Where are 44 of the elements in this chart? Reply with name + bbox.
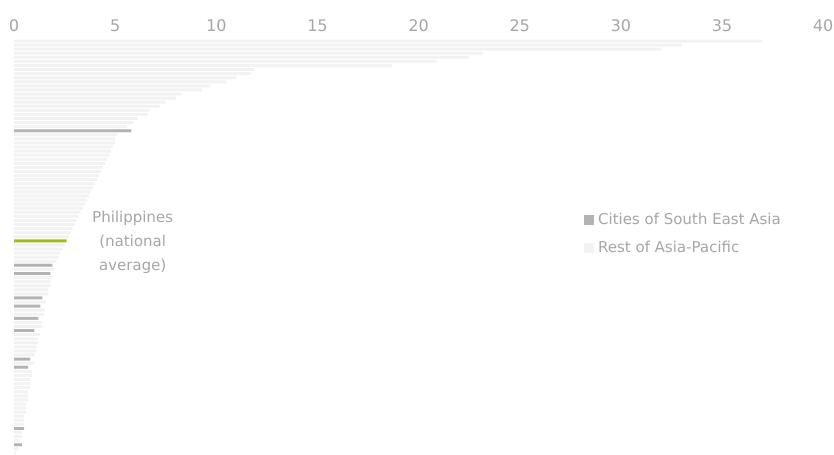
bar bbox=[14, 439, 20, 442]
x-tick-label: 15 bbox=[307, 16, 328, 35]
x-tick-label: 30 bbox=[610, 16, 631, 35]
bar bbox=[14, 443, 22, 446]
x-tick-label: 35 bbox=[712, 16, 732, 35]
bar bbox=[14, 268, 54, 271]
bar bbox=[14, 447, 18, 450]
x-tick-label: 5 bbox=[110, 16, 120, 35]
x-tick-label: 0 bbox=[8, 16, 20, 35]
legend-label: Rest of Asia-Pacific bbox=[598, 238, 740, 256]
bar bbox=[14, 296, 42, 300]
bar bbox=[14, 324, 42, 328]
bar bbox=[14, 276, 52, 280]
bar bbox=[14, 300, 46, 304]
bar bbox=[14, 426, 24, 430]
x-tick-label: 10 bbox=[206, 16, 226, 35]
bar bbox=[14, 422, 24, 426]
bar bbox=[14, 129, 132, 132]
bar bbox=[14, 370, 32, 373]
bar bbox=[14, 272, 50, 275]
x-tick-label: 20 bbox=[408, 16, 429, 35]
x-tick-label: 40 bbox=[812, 16, 834, 35]
bar bbox=[14, 304, 40, 308]
bar bbox=[14, 239, 67, 242]
annotation: Philippines (national average) bbox=[91, 206, 174, 276]
bar bbox=[14, 358, 30, 361]
bar bbox=[14, 354, 34, 357]
bar bbox=[14, 235, 69, 238]
bar bbox=[14, 243, 65, 246]
bar bbox=[14, 316, 38, 320]
bar bbox=[14, 133, 118, 136]
bar bbox=[14, 431, 22, 434]
bar bbox=[14, 320, 42, 324]
bar bbox=[14, 292, 48, 296]
bar bbox=[14, 366, 28, 369]
bar bbox=[14, 333, 40, 336]
bar bbox=[14, 362, 34, 365]
bar bbox=[14, 264, 52, 267]
legend-label: Cities of South East Asia bbox=[598, 210, 781, 228]
bar bbox=[14, 329, 34, 332]
bar bbox=[14, 312, 44, 316]
x-tick-label: 25 bbox=[509, 16, 530, 35]
bar bbox=[14, 308, 44, 312]
bar bbox=[14, 260, 56, 263]
